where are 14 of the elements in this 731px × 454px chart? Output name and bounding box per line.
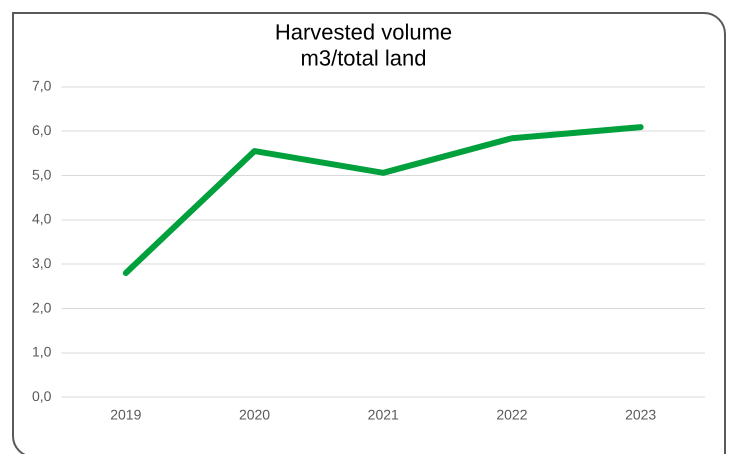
y-tick-label: 3,0 (32, 255, 52, 272)
x-tick-label: 2023 (625, 406, 656, 422)
x-tick-label: 2022 (496, 406, 528, 422)
y-tick-label: 1,0 (32, 344, 52, 360)
y-tick-label: 5,0 (32, 166, 52, 182)
x-tick-label: 2020 (238, 406, 270, 422)
y-tick-label: 2,0 (32, 299, 52, 316)
y-tick-label: 6,0 (32, 122, 52, 138)
y-tick-label: 7,0 (32, 78, 52, 94)
y-tick-label: 4,0 (32, 210, 52, 227)
y-tick-label: 0,0 (32, 388, 52, 404)
x-tick-label: 2019 (110, 406, 142, 422)
x-tick-label: 2021 (368, 406, 400, 422)
chart-title: Harvested volume m3/total land (274, 19, 452, 71)
